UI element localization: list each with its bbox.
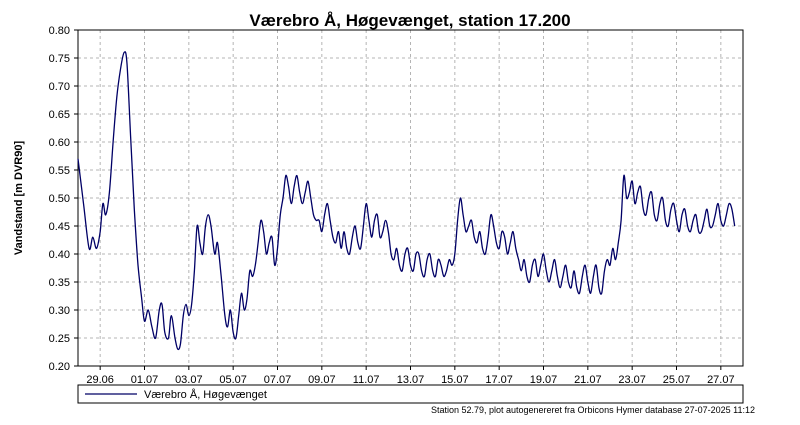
x-tick-label: 03.07 <box>175 374 203 386</box>
x-tick-label: 27.07 <box>707 374 735 386</box>
x-axis-ticks: 29.06 01.07 03.07 05.07 07.07 09.07 11.07 13.07… <box>86 366 735 386</box>
legend: Værebro Å, Høgevænget <box>77 384 744 404</box>
y-tick-label: 0.50 <box>49 193 70 205</box>
x-tick-label: 05.07 <box>219 374 247 386</box>
x-tick-label: 11.07 <box>353 374 380 386</box>
y-tick-label: 0.25 <box>49 333 70 345</box>
y-tick-label: 0.35 <box>49 277 70 289</box>
y-tick-label: 0.45 <box>49 221 70 233</box>
legend-box <box>77 384 744 404</box>
grid-lines <box>78 30 743 366</box>
x-tick-label: 01.07 <box>131 374 159 386</box>
x-tick-label: 17.07 <box>485 374 513 386</box>
x-tick-label: 23.07 <box>618 374 646 386</box>
x-tick-label: 07.07 <box>264 374 292 386</box>
y-axis-label: Vandstand [m DVR90] <box>13 141 25 256</box>
x-tick-label: 25.07 <box>663 374 691 386</box>
chart-title: Værebro Å, Høgevænget, station 17.200 <box>249 11 570 30</box>
y-axis-ticks: 0.20 0.25 0.30 0.35 0.40 0.45 0.50 0.55 0.60 0.65… <box>49 25 78 373</box>
x-tick-label: 21.07 <box>574 374 602 386</box>
x-tick-label: 13.07 <box>397 374 425 386</box>
plot-area-frame <box>77 29 744 367</box>
x-tick-label: 15.07 <box>441 374 469 386</box>
y-tick-label: 0.65 <box>49 109 70 121</box>
x-tick-label: 09.07 <box>308 374 336 386</box>
y-tick-label: 0.20 <box>49 361 70 373</box>
y-tick-label: 0.60 <box>49 137 70 149</box>
x-tick-label: 29.06 <box>86 374 114 386</box>
y-tick-label: 0.70 <box>49 81 70 93</box>
y-tick-label: 0.40 <box>49 249 70 261</box>
legend-entry: Værebro Å, Høgevænget <box>144 388 267 401</box>
y-tick-label: 0.75 <box>49 53 70 65</box>
x-tick-label: 19.07 <box>530 374 558 386</box>
y-tick-label: 0.30 <box>49 305 70 317</box>
footer-note: Station 52.79, plot autogenereret fra Or… <box>431 405 755 415</box>
y-tick-label: 0.80 <box>49 25 70 37</box>
series-line-vaerebro <box>77 51 736 351</box>
y-tick-label: 0.55 <box>49 165 70 177</box>
